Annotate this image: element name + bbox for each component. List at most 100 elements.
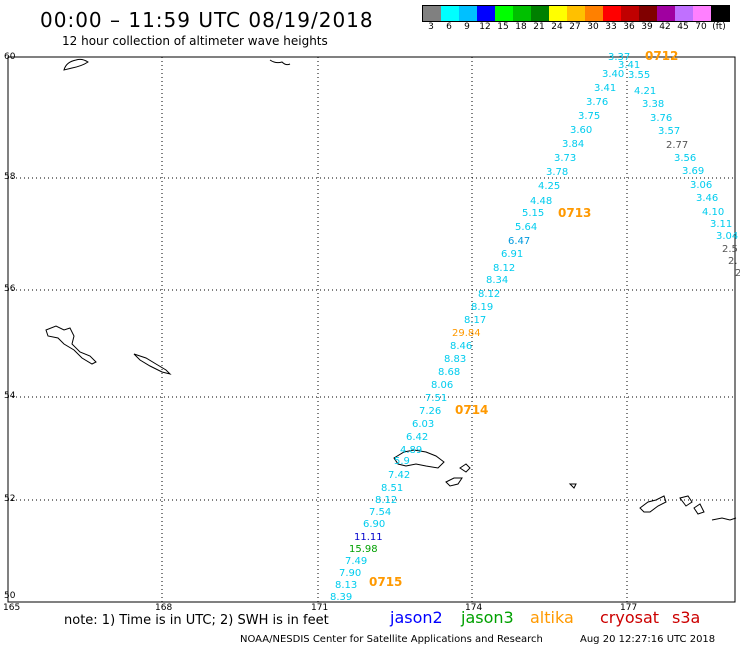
coastline-islet-1: [459, 463, 471, 473]
coastline-near-islands: [393, 449, 445, 469]
scale-label: 6: [446, 22, 452, 32]
wave-height-label: 3.04: [716, 231, 739, 242]
coastline-islet-4: [679, 495, 693, 507]
wave-height-label: 3.37: [608, 52, 631, 63]
wave-height-label: 6.47: [508, 236, 531, 247]
wave-height-label: 3.11: [710, 219, 733, 230]
scale-label: 12: [479, 22, 491, 32]
legend-altika: altika: [530, 608, 574, 627]
wave-height-label: 4.21: [634, 86, 657, 97]
wave-height-label: 3.57: [658, 126, 681, 137]
wave-height-label: 3.76: [586, 97, 609, 108]
wave-height-label: 3.69: [682, 166, 705, 177]
wave-height-label: 6.42: [406, 432, 429, 443]
wave-height-label: 7.49: [345, 556, 368, 567]
parallel-gridlines: [8, 177, 735, 501]
wave-height-label: 6.90: [363, 519, 386, 530]
wave-height-label: 5.64: [515, 222, 538, 233]
scale-swatch: [621, 6, 639, 21]
wave-height-label: 8.13: [335, 580, 358, 591]
color-scale-labels: 3 6 9 12 15 18 21 24 27 30 33 36 39 42 45 70 (ft): [422, 22, 728, 34]
wave-height-label: 8.19: [471, 302, 494, 313]
timestamp: Aug 20 12:27:16 UTC 2018: [580, 634, 716, 645]
map-title: 00:00 – 11:59 UTC 08/19/2018: [40, 8, 374, 32]
lat-tick-label: 58: [4, 172, 16, 182]
scale-swatch: [459, 6, 477, 21]
wave-height-label: 8.68: [438, 367, 461, 378]
wave-height-label: 7.42: [388, 470, 411, 481]
map-subtitle: 12 hour collection of altimeter wave hei…: [62, 34, 328, 48]
scale-label: 33: [605, 22, 617, 32]
lat-tick-label: 50: [4, 591, 16, 601]
lat-tick-label: 54: [4, 391, 16, 401]
legend-cryosat: cryosat: [600, 608, 660, 627]
lon-tick-label: 168: [155, 603, 173, 613]
wave-height-label: 3.84: [562, 139, 585, 150]
wave-height-label: 8.12: [493, 263, 516, 274]
scale-swatch: [567, 6, 585, 21]
pass-time-label: 0712: [645, 49, 679, 63]
scale-label: 70: [695, 22, 707, 32]
scale-label: 24: [551, 22, 563, 32]
scale-swatch: [693, 6, 711, 21]
lon-tick-label: 165: [3, 603, 21, 613]
wave-height-label: 2.5: [722, 244, 738, 255]
wave-height-label: 8.39: [330, 592, 353, 603]
wave-height-label: 3.06: [690, 180, 713, 191]
lon-tick-label: 177: [620, 603, 638, 613]
wave-height-label: 3.55: [628, 70, 651, 81]
scale-swatch: [711, 6, 729, 21]
wave-height-label: 3.73: [554, 153, 577, 164]
scale-swatch: [549, 6, 567, 21]
wave-height-label: 4.48: [530, 196, 553, 207]
wave-height-label: 3.76: [650, 113, 673, 124]
wave-height-label: 3.41: [618, 60, 641, 71]
pass-time-label: 0714: [455, 403, 489, 417]
scale-swatch: [639, 6, 657, 21]
wave-height-label: 6.91: [501, 249, 524, 260]
wave-height-label: 8.46: [450, 341, 473, 352]
credit-line: NOAA/NESDIS Center for Satellite Applica…: [240, 634, 543, 645]
coastline-islet-3: [568, 483, 577, 489]
coastline-islet-5: [693, 503, 705, 515]
scale-label: 15: [497, 22, 509, 32]
scale-swatch: [477, 6, 495, 21]
wave-height-label: 4.25: [538, 181, 561, 192]
wave-height-label: 6.03: [412, 419, 435, 430]
scale-label: 21: [533, 22, 545, 32]
wave-height-label: 8.06: [431, 380, 454, 391]
lon-tick-label: 174: [465, 603, 483, 613]
wave-height-label: 5.9: [394, 456, 410, 467]
wave-height-label: 3.38: [642, 99, 665, 110]
wave-height-label: 3.75: [578, 111, 601, 122]
wave-height-label: 2.77: [666, 140, 689, 151]
lat-tick-label: 52: [4, 494, 16, 504]
scale-label: (ft): [712, 22, 726, 32]
scale-swatch: [603, 6, 621, 21]
coastlines: [45, 58, 737, 521]
scale-swatch: [531, 6, 549, 21]
wave-height-label: 29.84: [452, 328, 481, 339]
wave-height-label: 8.12: [478, 289, 501, 300]
wave-height-label: 2.: [728, 256, 738, 267]
scale-swatch: [513, 6, 531, 21]
wave-height-label: 3.56: [674, 153, 697, 164]
coastline-medny-island: [133, 353, 172, 375]
map-frame: [7, 56, 736, 603]
coastline-islet-2: [445, 477, 463, 487]
wave-height-label: 3.46: [696, 193, 719, 204]
wave-height-label: 3.78: [546, 167, 569, 178]
scale-label: 3: [428, 22, 434, 32]
wave-height-label: 8.12: [375, 495, 398, 506]
scale-label: 27: [569, 22, 581, 32]
scale-label: 18: [515, 22, 527, 32]
wave-height-label: 3.40: [602, 69, 625, 80]
wave-height-label: 7.51: [425, 393, 448, 404]
scale-label: 39: [641, 22, 653, 32]
wave-height-label: 5.15: [522, 208, 545, 219]
pass-time-label: 0713: [558, 206, 592, 220]
wave-height-label: 2: [735, 268, 740, 279]
scale-swatch: [441, 6, 459, 21]
wave-height-label: 4.89: [400, 445, 423, 456]
